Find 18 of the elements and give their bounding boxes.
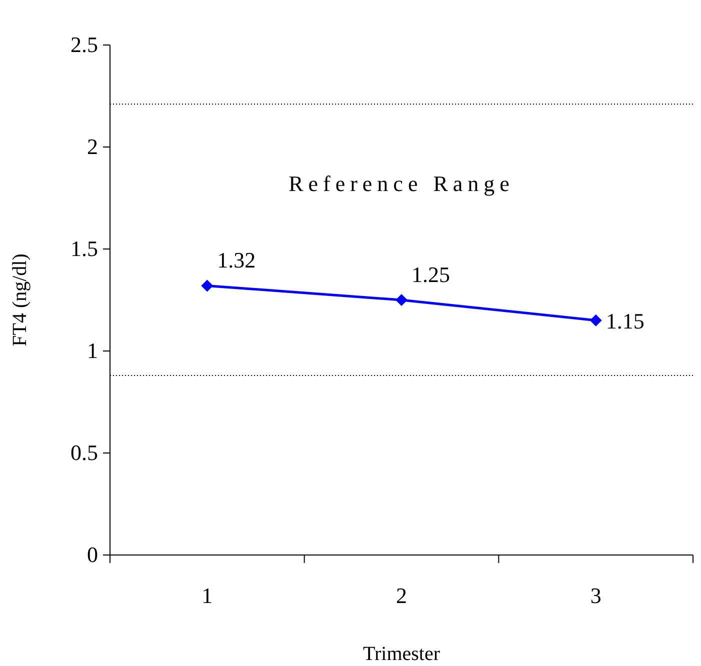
x-tick-label: 3 [590,583,602,608]
y-tick-label: 1.5 [70,236,98,261]
y-tick-label: 2.5 [70,32,98,57]
point [201,280,214,292]
x-tick-label: 1 [202,583,213,608]
data-label: 1.25 [412,262,450,287]
y-tick-label: 1 [87,338,98,363]
x-axis-title: Trimester [362,643,440,665]
y-tick-label: 2 [87,134,98,159]
y-tick-label: 0.5 [70,440,98,465]
annotation: Reference Range [288,170,514,196]
x-tick-label: 2 [396,583,407,608]
y-axis-title: FT4 (ng/dl) [9,254,31,346]
data-label: 1.15 [606,308,644,334]
y-tick-label: 0 [87,542,98,567]
point [396,294,408,306]
data-label: 1.32 [217,248,256,273]
point [590,314,602,326]
